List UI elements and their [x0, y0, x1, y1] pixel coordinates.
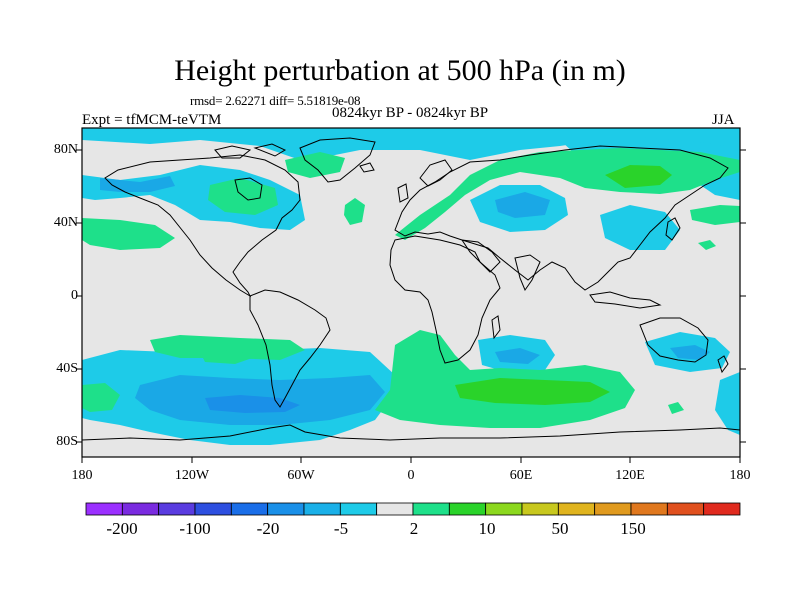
lon-ticks — [81, 457, 741, 463]
anomaly-negative-east-edge — [715, 372, 740, 435]
anomaly-positive-south-pacific-north — [150, 335, 305, 360]
colorbar-swatch — [267, 502, 305, 516]
lon-label-180e: 180 — [729, 468, 751, 483]
coast-canadian-islands — [214, 143, 287, 159]
colorbar-swatch — [666, 502, 705, 516]
anomaly-negative-europe-core — [495, 192, 550, 218]
period-label: 0824kyr BP - 0824kyr BP — [331, 105, 489, 121]
colorbar-swatch — [158, 502, 196, 516]
experiment-label: Expt = tfMCM-teVTM — [82, 112, 222, 128]
colorbar-label: 10 — [478, 519, 496, 538]
coast-africa — [389, 235, 501, 364]
coast-arabia — [460, 239, 501, 273]
lon-label-120w: 120W — [174, 468, 210, 483]
season-label: JJA — [712, 112, 735, 128]
colorbar-swatch — [557, 502, 596, 516]
lat-label-0: 0 — [71, 288, 78, 303]
anomaly-negative-australia-core — [670, 345, 710, 360]
anomaly-negative-pacific-deep — [205, 395, 300, 413]
lon-label-120e: 120E — [615, 468, 645, 483]
anomaly-fill-layer — [82, 128, 740, 445]
anomaly-negative-arctic — [82, 128, 740, 160]
colorbar-label: -5 — [333, 519, 349, 538]
coast-north-america — [104, 154, 301, 298]
lat-label-80n: 80N — [53, 142, 78, 157]
colorbar-swatch — [303, 502, 341, 516]
anomaly-positive-atlantic-small — [344, 198, 365, 225]
colorbar-swatch — [703, 502, 741, 516]
coast-eurasia — [394, 145, 729, 291]
anomaly-positive-west-edge — [82, 383, 120, 412]
coast-iceland — [359, 162, 375, 173]
anomaly-negative-canada-core — [100, 176, 175, 192]
coast-hudson-bay — [234, 177, 263, 201]
coastlines — [82, 137, 740, 441]
coast-antarctica — [82, 424, 740, 441]
lon-label-0: 0 — [407, 468, 415, 483]
coast-scandinavia — [419, 159, 453, 187]
anomaly-positive-siberia-core — [605, 165, 672, 188]
colorbar-swatch — [594, 502, 632, 516]
coast-india — [514, 254, 541, 292]
lon-label-180w: 180 — [71, 468, 93, 483]
colorbar-swatch — [376, 502, 414, 516]
anomaly-positive-pacific-ne — [690, 205, 740, 225]
anomaly-negative-pacific-east — [725, 170, 740, 200]
colorbar-swatch — [630, 502, 668, 516]
colorbar-swatch — [230, 502, 269, 516]
colorbar-label: -100 — [179, 519, 211, 538]
lon-label-60w: 60W — [287, 468, 315, 483]
anomaly-positive-south-pacific-small — [200, 350, 255, 364]
coast-new-zealand — [717, 355, 729, 374]
anomaly-positive-pacific-nw — [82, 218, 175, 250]
anomaly-negative-eastasia — [600, 205, 680, 250]
coast-japan — [665, 217, 681, 241]
colorbar-swatch — [339, 502, 378, 516]
lat-label-40n: 40N — [53, 215, 78, 230]
anomaly-positive-east-small — [668, 402, 684, 414]
colorbar-label: 2 — [409, 519, 419, 538]
colorbar-swatch — [85, 502, 123, 516]
colorbar-label: -20 — [256, 519, 280, 538]
colorbar-label: 150 — [620, 519, 646, 538]
colorbar-swatch — [448, 502, 487, 516]
colorbar-swatch — [194, 502, 232, 516]
coast-australia — [639, 317, 709, 363]
colorbar — [85, 502, 741, 516]
lat-ticks — [76, 149, 746, 443]
map-title: Height perturbation at 500 hPa (in m) — [174, 54, 626, 87]
coast-indonesia — [589, 291, 662, 309]
anomaly-negative-indian-core — [495, 348, 540, 364]
coast-uk — [397, 183, 409, 203]
lon-label-60e: 60E — [509, 468, 533, 483]
coast-greenland — [299, 137, 376, 183]
stats-text: rmsd= 2.62271 diff= 5.51819e-08 — [190, 93, 361, 108]
colorbar-swatch — [485, 502, 523, 516]
lat-label-40s: 40S — [56, 361, 78, 376]
colorbar-swatch — [121, 502, 160, 516]
anomaly-positive-greenland — [285, 152, 345, 178]
anomaly-positive-indian-small — [698, 240, 716, 250]
anomaly-positive-southatlantic-core — [455, 378, 610, 405]
colorbar-swatch — [521, 502, 559, 516]
colorbar-label: 50 — [551, 519, 569, 538]
lat-label-80s: 80S — [56, 434, 78, 449]
colorbar-label: -200 — [106, 519, 138, 538]
colorbar-swatch — [412, 502, 450, 516]
coast-madagascar — [491, 315, 501, 340]
coast-south-america — [249, 289, 331, 408]
